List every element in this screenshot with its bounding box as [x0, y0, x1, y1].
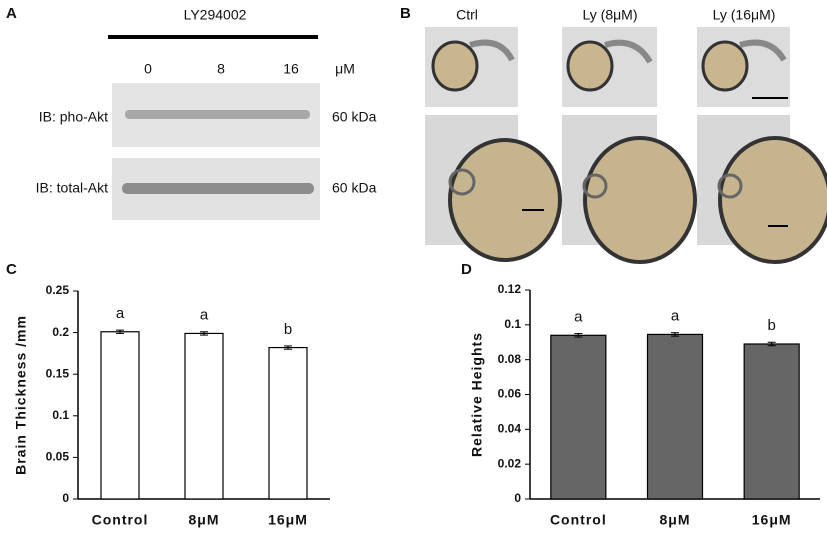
y-tick-label: 0.06	[498, 387, 522, 401]
unit-label: μM	[335, 61, 355, 77]
x-tick-label: Control	[550, 512, 607, 528]
panel-letter: A	[6, 5, 17, 22]
column-label: Ctrl	[456, 7, 478, 23]
y-tick-label: 0.05	[46, 450, 70, 464]
significance-label: a	[574, 309, 583, 326]
column-label: Ly (16μM)	[713, 7, 776, 23]
significance-label: a	[116, 305, 125, 322]
panel-letter: D	[461, 261, 472, 278]
dose-label: 8	[217, 61, 225, 77]
bar	[743, 343, 800, 500]
bar	[100, 331, 140, 500]
significance-label: a	[671, 308, 680, 325]
bar	[268, 346, 308, 500]
y-tick-label: 0.02	[498, 456, 522, 470]
significance-label: b	[284, 321, 292, 338]
bar	[646, 333, 704, 500]
bar	[184, 332, 224, 500]
dose-label: 16	[283, 61, 299, 77]
size-label: 60 kDa	[332, 180, 377, 196]
y-tick-label: 0	[514, 491, 521, 505]
y-tick-label: 0.1	[504, 317, 521, 331]
panel-letter: B	[400, 5, 411, 22]
significance-label: a	[200, 307, 209, 324]
y-tick-label: 0.2	[52, 325, 69, 339]
x-tick-label: Control	[92, 512, 149, 528]
x-tick-label: 8μM	[659, 512, 690, 528]
row-label: IB: pho-Akt	[39, 109, 108, 125]
dose-label: 0	[144, 61, 152, 77]
panel-letter: C	[6, 261, 17, 278]
treatment-label: LY294002	[184, 7, 247, 23]
bar	[550, 334, 607, 500]
size-label: 60 kDa	[332, 109, 377, 125]
y-axis-label: Relative Heights	[469, 332, 485, 457]
y-tick-label: 0.1	[52, 408, 69, 422]
x-tick-label: 8μM	[188, 512, 219, 528]
column-label: Ly (8μM)	[583, 7, 638, 23]
y-tick-label: 0.15	[46, 366, 70, 380]
significance-label: b	[767, 317, 775, 334]
y-tick-label: 0.25	[46, 283, 70, 297]
y-tick-label: 0.04	[498, 422, 522, 436]
row-label: IB: total-Akt	[36, 180, 108, 196]
embryo-images	[425, 27, 827, 264]
x-tick-label: 16μM	[268, 512, 308, 528]
y-tick-label: 0	[62, 491, 69, 505]
y-tick-label: 0.12	[498, 282, 522, 296]
blot-band	[125, 110, 310, 119]
x-tick-label: 16μM	[752, 512, 792, 528]
y-axis-label: Brain Thickness /mm	[13, 315, 29, 475]
y-tick-label: 0.08	[498, 352, 522, 366]
blot-band	[122, 183, 314, 194]
